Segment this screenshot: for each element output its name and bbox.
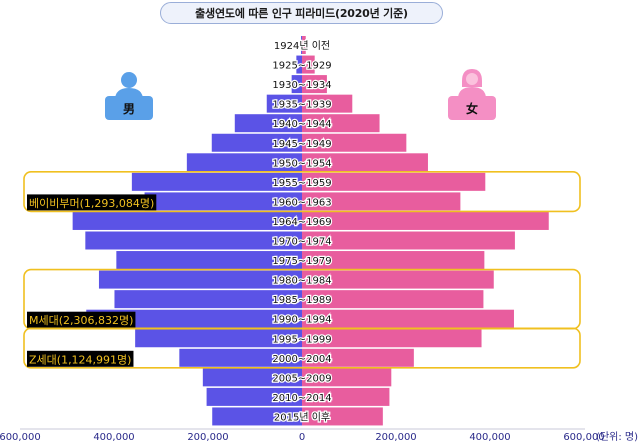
- male-label: 男: [122, 102, 135, 116]
- male-bar: [296, 55, 302, 74]
- category-label: 2000~2004: [272, 354, 331, 365]
- male-bar: [144, 192, 302, 211]
- female-bar: [302, 153, 428, 172]
- category-label: 1980~1984: [272, 276, 331, 287]
- x-tick-label: 0: [299, 432, 305, 443]
- x-tick-label: 400,000: [469, 432, 510, 443]
- category-label: 1975~1979: [272, 256, 331, 267]
- female-bar: [302, 231, 515, 250]
- male-bar: [211, 133, 302, 152]
- category-label: 2010~2014: [272, 393, 331, 404]
- male-bar: [72, 211, 302, 230]
- category-label: 1925~1929: [272, 61, 331, 72]
- male-bar: [206, 387, 302, 406]
- female-label: 女: [465, 102, 478, 116]
- male-bar: [135, 329, 302, 348]
- male-bar: [301, 36, 302, 54]
- category-label: 2005~2009: [272, 373, 331, 384]
- female-bar: [302, 387, 390, 406]
- category-label: 1995~1999: [272, 334, 331, 345]
- category-label: 1955~1959: [272, 178, 331, 189]
- highlight-label: M세대(2,306,832명): [29, 314, 133, 327]
- category-label: 1960~1963: [272, 197, 331, 208]
- highlight-label-bg: [27, 194, 157, 211]
- female-bar: [302, 368, 392, 387]
- female-bar: [302, 211, 549, 230]
- category-label: 1950~1954: [272, 158, 331, 169]
- female-bar: [302, 55, 315, 74]
- male-bar: [179, 348, 302, 367]
- unit-label: (단위: 명): [596, 432, 638, 443]
- x-tick-label: 400,000: [93, 432, 134, 443]
- male-bar: [291, 75, 302, 94]
- category-label: 1964~1969: [272, 217, 331, 228]
- highlight-label: 베이비부머(1,293,084명): [29, 197, 154, 210]
- female-bar: [302, 133, 407, 152]
- category-label: 1940~1944: [272, 119, 331, 130]
- x-tick-label: 200,000: [187, 432, 228, 443]
- category-label: 1985~1989: [272, 295, 331, 306]
- male-bar: [85, 231, 302, 250]
- category-label: 1990~1994: [272, 315, 331, 326]
- x-tick-label: 600,000: [0, 432, 41, 443]
- female-bar: [302, 309, 514, 328]
- highlight-label: Z세대(1,124,991명): [29, 353, 131, 366]
- x-tick-label: 200,000: [375, 432, 416, 443]
- category-label: 1924년 이전: [274, 40, 330, 52]
- male-bar: [186, 153, 302, 172]
- female-bar: [302, 192, 461, 211]
- female-bar: [302, 329, 482, 348]
- category-label: 2015년 이후: [274, 411, 330, 423]
- generation-highlight-box: [23, 327, 581, 369]
- female-bar: [302, 270, 494, 289]
- female-bar: [302, 172, 486, 191]
- male-bar: [266, 94, 302, 113]
- female-bar: [302, 94, 353, 113]
- category-label: 1930~1934: [272, 80, 331, 91]
- female-label-box: [448, 96, 496, 120]
- male-bar: [202, 368, 302, 387]
- male-bar: [98, 270, 303, 289]
- male-bar: [212, 407, 302, 426]
- female-bar: [302, 75, 327, 94]
- category-label: 1945~1949: [272, 139, 331, 150]
- female-bar: [302, 348, 414, 367]
- generation-highlight-box: [23, 171, 581, 213]
- female-bar: [302, 407, 383, 426]
- male-bar: [86, 309, 303, 328]
- x-tick-label: 600,000: [563, 432, 604, 443]
- male-bar: [116, 251, 302, 270]
- female-bar: [302, 290, 484, 309]
- male-bar: [114, 290, 302, 309]
- highlight-label-bg: [27, 350, 134, 367]
- chart-title: 출생연도에 따른 인구 피라미드(2020년 기준): [160, 2, 443, 24]
- highlight-label-bg: [27, 311, 136, 328]
- female-bar: [302, 251, 485, 270]
- male-label-box: [105, 96, 153, 120]
- female-bar: [302, 36, 306, 54]
- male-bar: [131, 172, 302, 191]
- male-bar: [234, 114, 302, 133]
- female-person-icon: [458, 69, 486, 99]
- category-label: 1970~1974: [272, 237, 331, 248]
- category-label: 1935~1939: [272, 100, 331, 111]
- female-bar: [302, 114, 380, 133]
